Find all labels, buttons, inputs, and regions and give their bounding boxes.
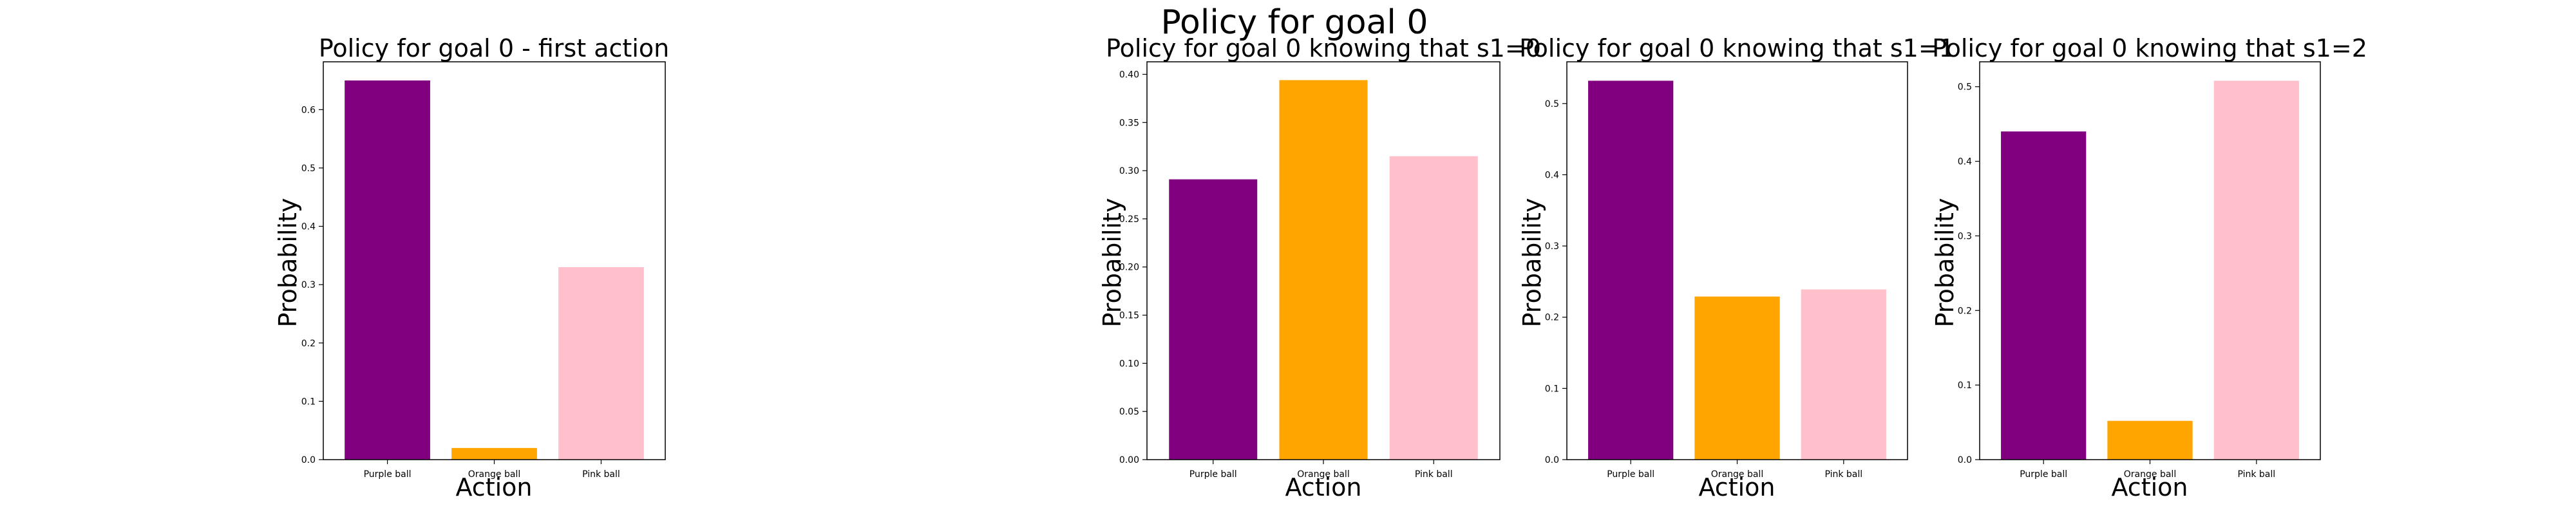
y-tick-label: 0.4 (301, 222, 316, 232)
bar-pink-ball (2213, 80, 2299, 460)
chart-first-action: Policy for goal 0 - first action Action … (274, 34, 669, 501)
x-axis-label: Action (455, 473, 532, 501)
bar-purple-ball (345, 80, 430, 460)
y-tick-label: 0.6 (301, 105, 316, 115)
bar-purple-ball (1588, 80, 1674, 460)
y-tick-label: 0.05 (1119, 407, 1139, 417)
y-tick-label: 0.5 (1958, 82, 1972, 93)
bar-purple-ball (2001, 131, 2087, 460)
y-tick-label: 0.2 (1958, 306, 1972, 316)
chart-title: Policy for goal 0 knowing that s1=2 (1932, 34, 2367, 62)
y-tick-label: 0.1 (1545, 384, 1559, 394)
x-tick-label: Pink ball (582, 469, 620, 480)
bar-pink-ball (1389, 156, 1478, 460)
y-tick-label: 0.0 (301, 455, 316, 465)
plot-frame (323, 61, 666, 460)
y-tick-label: 0.00 (1119, 455, 1139, 465)
y-tick-label: 0.3 (1958, 231, 1972, 241)
chart-s1-2: Policy for goal 0 knowing that s1=2 Acti… (1931, 34, 2367, 501)
y-tick-label: 0.3 (1545, 241, 1559, 252)
y-axis-label: Probability (1518, 198, 1546, 328)
y-axis-label: Probability (1098, 198, 1126, 328)
x-axis-label: Action (1698, 473, 1775, 501)
y-tick-label: 0.10 (1119, 359, 1139, 369)
plot-frame (1566, 61, 1908, 460)
x-tick-label: Purple ball (1607, 469, 1654, 480)
bar-orange-ball (2107, 420, 2193, 460)
chart-s1-1: Policy for goal 0 knowing that s1=1 Acti… (1518, 34, 1955, 501)
x-tick-label: Orange ball (1297, 469, 1349, 480)
bar-orange-ball (1694, 296, 1780, 460)
y-tick-label: 0.40 (1119, 70, 1139, 80)
x-axis-label: Action (2111, 473, 2188, 501)
y-tick-label: 0.30 (1119, 166, 1139, 176)
y-axis-label: Probability (274, 198, 302, 328)
y-tick-label: 0.25 (1119, 214, 1139, 225)
x-tick-label: Purple ball (1189, 469, 1237, 480)
bar-purple-ball (1169, 179, 1258, 460)
bar-orange-ball (1279, 80, 1368, 460)
y-tick-label: 0.5 (301, 164, 316, 174)
y-tick-label: 0.4 (1958, 157, 1972, 167)
chart-title: Policy for goal 0 - first action (319, 34, 669, 62)
y-tick-label: 0.1 (301, 397, 316, 407)
x-tick-label: Purple ball (364, 469, 412, 480)
chart-title: Policy for goal 0 knowing that s1=1 (1519, 34, 1955, 62)
y-tick-label: 0.1 (1958, 380, 1972, 391)
x-axis-label: Action (1285, 473, 1361, 501)
x-tick-label: Pink ball (2237, 469, 2275, 480)
y-axis-label: Probability (1931, 198, 1959, 328)
plot-frame (1146, 61, 1501, 460)
chart-s1-0: Policy for goal 0 knowing that s1=0 Acti… (1098, 34, 1541, 501)
y-tick-label: 0.15 (1119, 311, 1139, 321)
y-tick-label: 0.0 (1545, 455, 1559, 465)
x-tick-label: Pink ball (1415, 469, 1453, 480)
y-tick-label: 0.2 (1545, 313, 1559, 323)
y-tick-label: 0.2 (301, 339, 316, 349)
x-tick-label: Orange ball (468, 469, 520, 480)
x-tick-label: Purple ball (2020, 469, 2067, 480)
bar-pink-ball (1801, 289, 1886, 460)
y-tick-label: 0.4 (1545, 170, 1559, 180)
x-tick-label: Pink ball (1824, 469, 1862, 480)
figure-suptitle: Policy for goal 0 (1161, 3, 1428, 42)
plot-frame (1979, 61, 2321, 460)
chart-title: Policy for goal 0 knowing that s1=0 (1106, 34, 1541, 62)
y-tick-label: 0.3 (301, 280, 316, 290)
bar-pink-ball (558, 267, 644, 460)
y-tick-label: 0.20 (1119, 263, 1139, 273)
y-tick-label: 0.35 (1119, 118, 1139, 128)
x-tick-label: Orange ball (1711, 469, 1763, 480)
x-tick-label: Orange ball (2124, 469, 2176, 480)
bar-orange-ball (451, 447, 537, 460)
y-tick-label: 0.0 (1958, 455, 1972, 465)
y-tick-label: 0.5 (1545, 99, 1559, 109)
